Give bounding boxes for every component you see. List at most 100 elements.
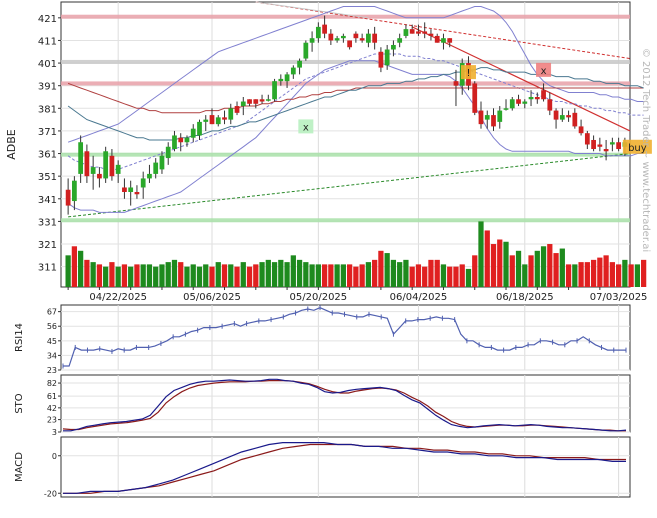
candle-body xyxy=(272,81,277,100)
rsi-tick-label: 45 xyxy=(47,337,57,346)
annotation-label: buy xyxy=(628,143,647,154)
candle-body xyxy=(503,108,509,110)
candle-body xyxy=(303,42,309,59)
volume-bar xyxy=(321,264,328,287)
candle-body xyxy=(441,38,446,43)
candle-body xyxy=(509,99,515,109)
volume-bar xyxy=(547,244,553,287)
candle-body xyxy=(309,38,315,43)
candle-body xyxy=(84,151,90,177)
volume-bar xyxy=(572,264,578,287)
volume-bar xyxy=(503,241,509,287)
candle-body xyxy=(416,31,421,34)
volume-bar xyxy=(159,264,165,287)
volume-bar xyxy=(628,264,634,287)
level-line xyxy=(61,218,630,223)
candle-body xyxy=(528,97,534,100)
annotation-label: ! xyxy=(466,68,470,79)
candle-body xyxy=(497,110,503,122)
volume-bar xyxy=(397,262,403,287)
rsi-tick-label: 23 xyxy=(47,366,57,375)
annotation-badge xyxy=(298,119,314,134)
macd-line-1 xyxy=(63,442,626,494)
candle-body xyxy=(259,99,265,102)
candle-body xyxy=(134,192,140,195)
candle-body xyxy=(109,155,115,177)
annotation-label: x xyxy=(541,66,547,77)
candle-body xyxy=(159,155,165,170)
volume-bar xyxy=(403,259,409,287)
volume-bar xyxy=(553,253,559,287)
candle-body xyxy=(447,38,453,43)
candle-body xyxy=(209,115,215,125)
moving-average-long-line xyxy=(67,82,644,114)
volume-bar xyxy=(422,266,428,287)
volume-bar xyxy=(459,264,465,287)
price-axis-title: ADBE xyxy=(5,129,18,160)
annotation-label: x xyxy=(303,122,309,133)
volume-bar xyxy=(115,266,121,287)
volume-bar xyxy=(390,259,397,287)
candle-body xyxy=(453,81,459,86)
candle-body xyxy=(616,142,621,150)
volume-bar xyxy=(540,246,547,287)
candle-body xyxy=(184,137,190,143)
candle-body xyxy=(172,135,177,150)
volume-bar xyxy=(184,266,190,287)
volume-bar xyxy=(309,264,315,287)
candle-body xyxy=(97,173,102,179)
trend-line-support xyxy=(68,153,631,218)
volume-bar xyxy=(296,259,303,287)
level-line xyxy=(61,81,630,86)
volume-bar xyxy=(246,266,253,287)
candle-body xyxy=(591,139,596,150)
volume-bar xyxy=(128,266,134,287)
volume-bar xyxy=(265,259,271,287)
candle-body xyxy=(478,110,484,125)
y-tick-label: 411 xyxy=(38,36,57,47)
candle-body xyxy=(484,115,490,120)
candle-body xyxy=(397,38,403,43)
volume-bar xyxy=(134,264,140,287)
volume-bar xyxy=(453,266,459,287)
candle-body xyxy=(265,99,271,101)
candle-body xyxy=(534,97,540,100)
candle-body xyxy=(72,180,77,202)
candle-body xyxy=(234,106,240,113)
volume-bar xyxy=(215,262,221,287)
candle-body xyxy=(334,38,340,41)
candle-body xyxy=(378,51,384,68)
x-tick-label: 04/22/2025 xyxy=(89,292,147,303)
candle-body xyxy=(290,67,296,75)
level-line xyxy=(61,152,630,157)
volume-bar xyxy=(315,264,321,287)
volume-bar xyxy=(228,264,234,287)
candle-body xyxy=(147,173,152,179)
annotation-badge xyxy=(622,139,652,154)
volume-bar xyxy=(565,264,572,287)
volume-bar xyxy=(509,255,515,287)
y-tick-label: 391 xyxy=(38,82,57,93)
sto-line-1 xyxy=(63,378,627,432)
candle-body xyxy=(315,26,321,39)
y-tick-label: 401 xyxy=(38,59,57,70)
volume-bar xyxy=(153,266,159,287)
candle-body xyxy=(422,31,428,34)
volume-tick-label: 321 xyxy=(38,240,57,251)
volume-bar xyxy=(447,266,453,287)
candle-body xyxy=(559,115,565,120)
volume-bar xyxy=(615,264,622,287)
candle-body xyxy=(197,121,202,136)
x-tick-label: 05/06/2025 xyxy=(183,292,241,303)
volume-bar xyxy=(78,250,84,287)
volume-bar xyxy=(478,221,484,287)
candle-body xyxy=(222,117,227,120)
volume-bar xyxy=(428,259,434,287)
trend-line-grey xyxy=(255,1,369,19)
macd-tick-label: -20 xyxy=(44,489,57,498)
volume-bar xyxy=(278,259,284,287)
candle-body xyxy=(347,40,353,48)
volume-bar xyxy=(146,264,153,287)
candle-body xyxy=(297,60,302,68)
